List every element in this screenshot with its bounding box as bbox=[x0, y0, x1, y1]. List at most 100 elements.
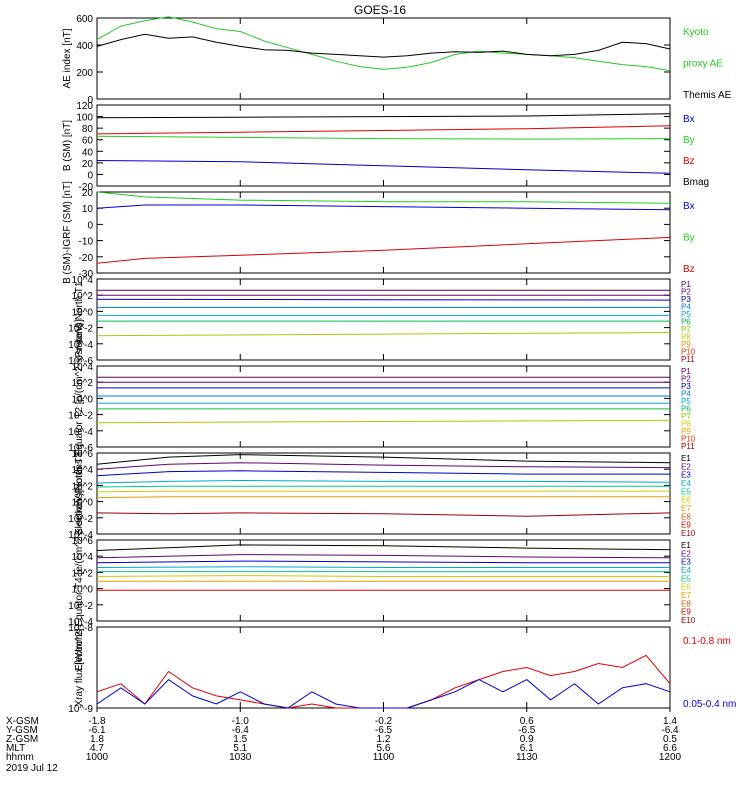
orbit-value: 1000 bbox=[86, 752, 109, 763]
y-tick-label: 10^0 bbox=[72, 585, 94, 596]
y-axis-label: Protons Equator T2 [p/(cm^2-s-sr-keV)] bbox=[74, 319, 85, 493]
legend-entry: P8 bbox=[681, 333, 691, 342]
y-tick-label: 10^-2 bbox=[68, 411, 93, 422]
legend-entry: P7 bbox=[681, 412, 691, 421]
y-axis-label: B (SM)-IGRF (SM) [nT] bbox=[62, 181, 73, 284]
orbit-value: 5.1 bbox=[233, 743, 247, 754]
legend-entry: E7 bbox=[681, 504, 691, 513]
legend-entry: P2 bbox=[681, 375, 691, 384]
legend-entry: P10 bbox=[681, 435, 696, 444]
panel-frame bbox=[96, 365, 671, 448]
y-tick-label: 10^-4 bbox=[68, 340, 93, 351]
y-tick-label: 10^-2 bbox=[68, 514, 93, 525]
legend-entry: E1 bbox=[681, 541, 691, 550]
series-bx bbox=[96, 160, 671, 174]
series-e1 bbox=[96, 544, 671, 551]
y-tick-label: -20 bbox=[79, 253, 94, 264]
orbit-row-label: Y-GSM bbox=[6, 725, 38, 736]
series-e8 bbox=[96, 512, 671, 517]
y-tick-label: 10^2 bbox=[72, 378, 94, 389]
orbit-value: -6.5 bbox=[518, 725, 536, 736]
y-tick-label: 10^-2 bbox=[68, 601, 93, 612]
legend-entry: 0.05-0.4 nm bbox=[683, 699, 736, 710]
legend-entry: E2 bbox=[681, 462, 691, 471]
series-p7 bbox=[96, 332, 671, 337]
series-e5 bbox=[96, 485, 670, 488]
y-tick-label: 40 bbox=[82, 147, 94, 158]
orbit-value: 1030 bbox=[229, 752, 252, 763]
legend-entry: P2 bbox=[681, 288, 691, 297]
y-tick-label: 0 bbox=[87, 95, 93, 106]
panel-frame bbox=[96, 539, 671, 622]
series-by bbox=[96, 135, 671, 140]
y-tick-label: 10^-9 bbox=[68, 704, 93, 715]
legend-entry: By bbox=[683, 135, 695, 146]
legend-entry: P9 bbox=[681, 427, 691, 436]
legend-entry: E4 bbox=[681, 566, 691, 575]
legend-entry: E7 bbox=[681, 591, 691, 600]
panel-3: -30 -20 -10 0 10 20 B (SM)-IGRF (SM) [nT] Bx By B… bbox=[62, 181, 695, 284]
y-tick-label: 10^6 bbox=[72, 449, 94, 460]
series-bz bbox=[96, 236, 671, 264]
legend-entry: E10 bbox=[681, 529, 696, 538]
legend-entry: E4 bbox=[681, 479, 691, 488]
series-e2 bbox=[96, 462, 671, 470]
panel-frame bbox=[96, 17, 671, 100]
panel-frame bbox=[96, 191, 671, 274]
orbit-value: 1.2 bbox=[377, 734, 391, 745]
legend-entry: P7 bbox=[681, 325, 691, 334]
series-p3 bbox=[96, 298, 671, 301]
orbit-row-label: 2019 Jul 12 bbox=[6, 763, 58, 774]
y-tick-label: 120 bbox=[76, 101, 93, 112]
orbit-value: -6.5 bbox=[375, 725, 393, 736]
y-tick-label: 10^-4 bbox=[68, 427, 93, 438]
y-tick-label: -10 bbox=[79, 237, 94, 248]
y-tick-label: 60 bbox=[82, 136, 94, 147]
legend-entry: E10 bbox=[681, 616, 696, 625]
legend-entry: E2 bbox=[681, 549, 691, 558]
orbit-row-label: X-GSM bbox=[6, 716, 39, 727]
legend-entry: P5 bbox=[681, 397, 691, 406]
legend-entry: P1 bbox=[681, 367, 691, 376]
orbit-row-label: hhmm bbox=[6, 752, 34, 763]
series-themis-ae bbox=[96, 33, 671, 58]
legend-entry: P3 bbox=[681, 295, 691, 304]
y-tick-label: 20 bbox=[82, 188, 94, 199]
y-tick-label: 10^-6 bbox=[68, 356, 93, 367]
legend-entry: P4 bbox=[681, 303, 691, 312]
legend-entry: Bx bbox=[683, 201, 695, 212]
legend-entry: Bz bbox=[683, 264, 695, 275]
y-tick-label: 10^4 bbox=[72, 552, 94, 563]
y-tick-label: 10^2 bbox=[72, 481, 94, 492]
orbit-value: -1.8 bbox=[88, 716, 106, 727]
y-tick-label: 10^-8 bbox=[68, 623, 93, 634]
legend-entry: E3 bbox=[681, 471, 691, 480]
series-p7 bbox=[96, 419, 671, 424]
series-0-1-0-8-nm bbox=[96, 654, 671, 709]
panel-frame bbox=[96, 626, 671, 709]
y-tick-label: 10^-2 bbox=[68, 324, 93, 335]
series-e6 bbox=[96, 575, 670, 577]
legend-entry: P1 bbox=[681, 280, 691, 289]
y-tick-label: 0 bbox=[87, 220, 93, 231]
legend-entry: E5 bbox=[681, 487, 691, 496]
orbit-value: -6.4 bbox=[661, 725, 679, 736]
y-tick-label: 100 bbox=[76, 113, 93, 124]
y-tick-label: 0 bbox=[87, 170, 93, 181]
orbit-value: 0.5 bbox=[663, 734, 677, 745]
orbit-value: 4.7 bbox=[90, 743, 104, 754]
orbit-value: 1100 bbox=[373, 752, 395, 763]
legend-entry: E9 bbox=[681, 608, 691, 617]
series-e1 bbox=[96, 454, 671, 465]
series-by bbox=[96, 191, 671, 204]
orbit-value: 1130 bbox=[516, 752, 538, 763]
legend-entry: E6 bbox=[681, 496, 691, 505]
series-e7 bbox=[96, 496, 670, 499]
